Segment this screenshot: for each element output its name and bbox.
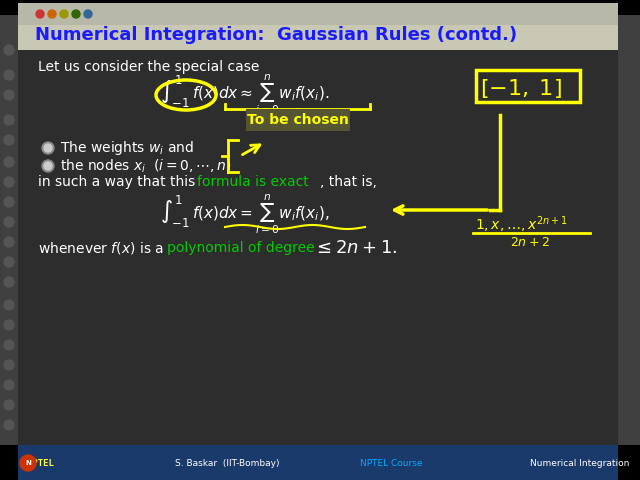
Text: Numerical Integration: Numerical Integration — [530, 458, 629, 468]
FancyBboxPatch shape — [18, 25, 618, 50]
Text: polynomial of degree: polynomial of degree — [167, 241, 315, 255]
Text: S. Baskar  (IIT-Bombay): S. Baskar (IIT-Bombay) — [175, 458, 280, 468]
Text: whenever $f(x)$ is a: whenever $f(x)$ is a — [38, 240, 165, 256]
Circle shape — [42, 160, 54, 172]
Circle shape — [4, 360, 14, 370]
Text: $\leq 2n+1.$: $\leq 2n+1.$ — [313, 239, 397, 257]
Circle shape — [4, 115, 14, 125]
Circle shape — [4, 300, 14, 310]
Text: , that is,: , that is, — [320, 175, 377, 189]
FancyBboxPatch shape — [618, 15, 640, 445]
Circle shape — [4, 320, 14, 330]
Text: The weights $w_i$ and: The weights $w_i$ and — [60, 139, 195, 157]
Text: NPTEL: NPTEL — [28, 458, 55, 468]
Text: $\int_{-1}^{1}$: $\int_{-1}^{1}$ — [160, 74, 190, 110]
Circle shape — [4, 157, 14, 167]
FancyBboxPatch shape — [0, 15, 18, 445]
Circle shape — [4, 237, 14, 247]
FancyBboxPatch shape — [18, 445, 618, 480]
Circle shape — [4, 70, 14, 80]
Circle shape — [4, 135, 14, 145]
Text: To be chosen: To be chosen — [247, 113, 349, 127]
Circle shape — [44, 162, 52, 170]
Text: $\int_{-1}^{1}$: $\int_{-1}^{1}$ — [160, 194, 190, 230]
Text: in such a way that this: in such a way that this — [38, 175, 200, 189]
Text: $1, x, \ldots, x^{2n+1}$: $1, x, \ldots, x^{2n+1}$ — [475, 215, 568, 235]
Circle shape — [4, 400, 14, 410]
Circle shape — [4, 197, 14, 207]
Circle shape — [4, 90, 14, 100]
FancyBboxPatch shape — [246, 109, 350, 131]
Circle shape — [4, 420, 14, 430]
Circle shape — [60, 10, 68, 18]
Circle shape — [4, 257, 14, 267]
Circle shape — [72, 10, 80, 18]
Circle shape — [20, 455, 36, 471]
Circle shape — [4, 277, 14, 287]
Text: $2n+2$: $2n+2$ — [510, 236, 550, 249]
Circle shape — [4, 217, 14, 227]
Circle shape — [84, 10, 92, 18]
Text: $[-1, \; 1]$: $[-1, \; 1]$ — [480, 76, 562, 99]
Circle shape — [44, 144, 52, 152]
Circle shape — [4, 177, 14, 187]
Text: Let us consider the special case: Let us consider the special case — [38, 60, 259, 74]
Circle shape — [4, 340, 14, 350]
Circle shape — [48, 10, 56, 18]
Text: formula is exact: formula is exact — [197, 175, 308, 189]
Text: $f(x)dx = \sum_{i=0}^{n} w_i f(x_i),$: $f(x)dx = \sum_{i=0}^{n} w_i f(x_i),$ — [192, 192, 330, 236]
Text: Numerical Integration:  Gaussian Rules (contd.): Numerical Integration: Gaussian Rules (c… — [35, 26, 517, 44]
Text: N: N — [25, 460, 31, 466]
Circle shape — [36, 10, 44, 18]
FancyBboxPatch shape — [18, 3, 618, 25]
Circle shape — [42, 142, 54, 154]
Text: $f(x)dx \approx \sum_{i=0}^{n} w_i f(x_i).$: $f(x)dx \approx \sum_{i=0}^{n} w_i f(x_i… — [192, 72, 330, 116]
Text: NPTEL Course: NPTEL Course — [360, 458, 422, 468]
FancyBboxPatch shape — [18, 50, 618, 445]
Text: the nodes $x_i$  $(i = 0, \cdots, n)$: the nodes $x_i$ $(i = 0, \cdots, n)$ — [60, 157, 232, 175]
Circle shape — [4, 380, 14, 390]
Circle shape — [4, 45, 14, 55]
